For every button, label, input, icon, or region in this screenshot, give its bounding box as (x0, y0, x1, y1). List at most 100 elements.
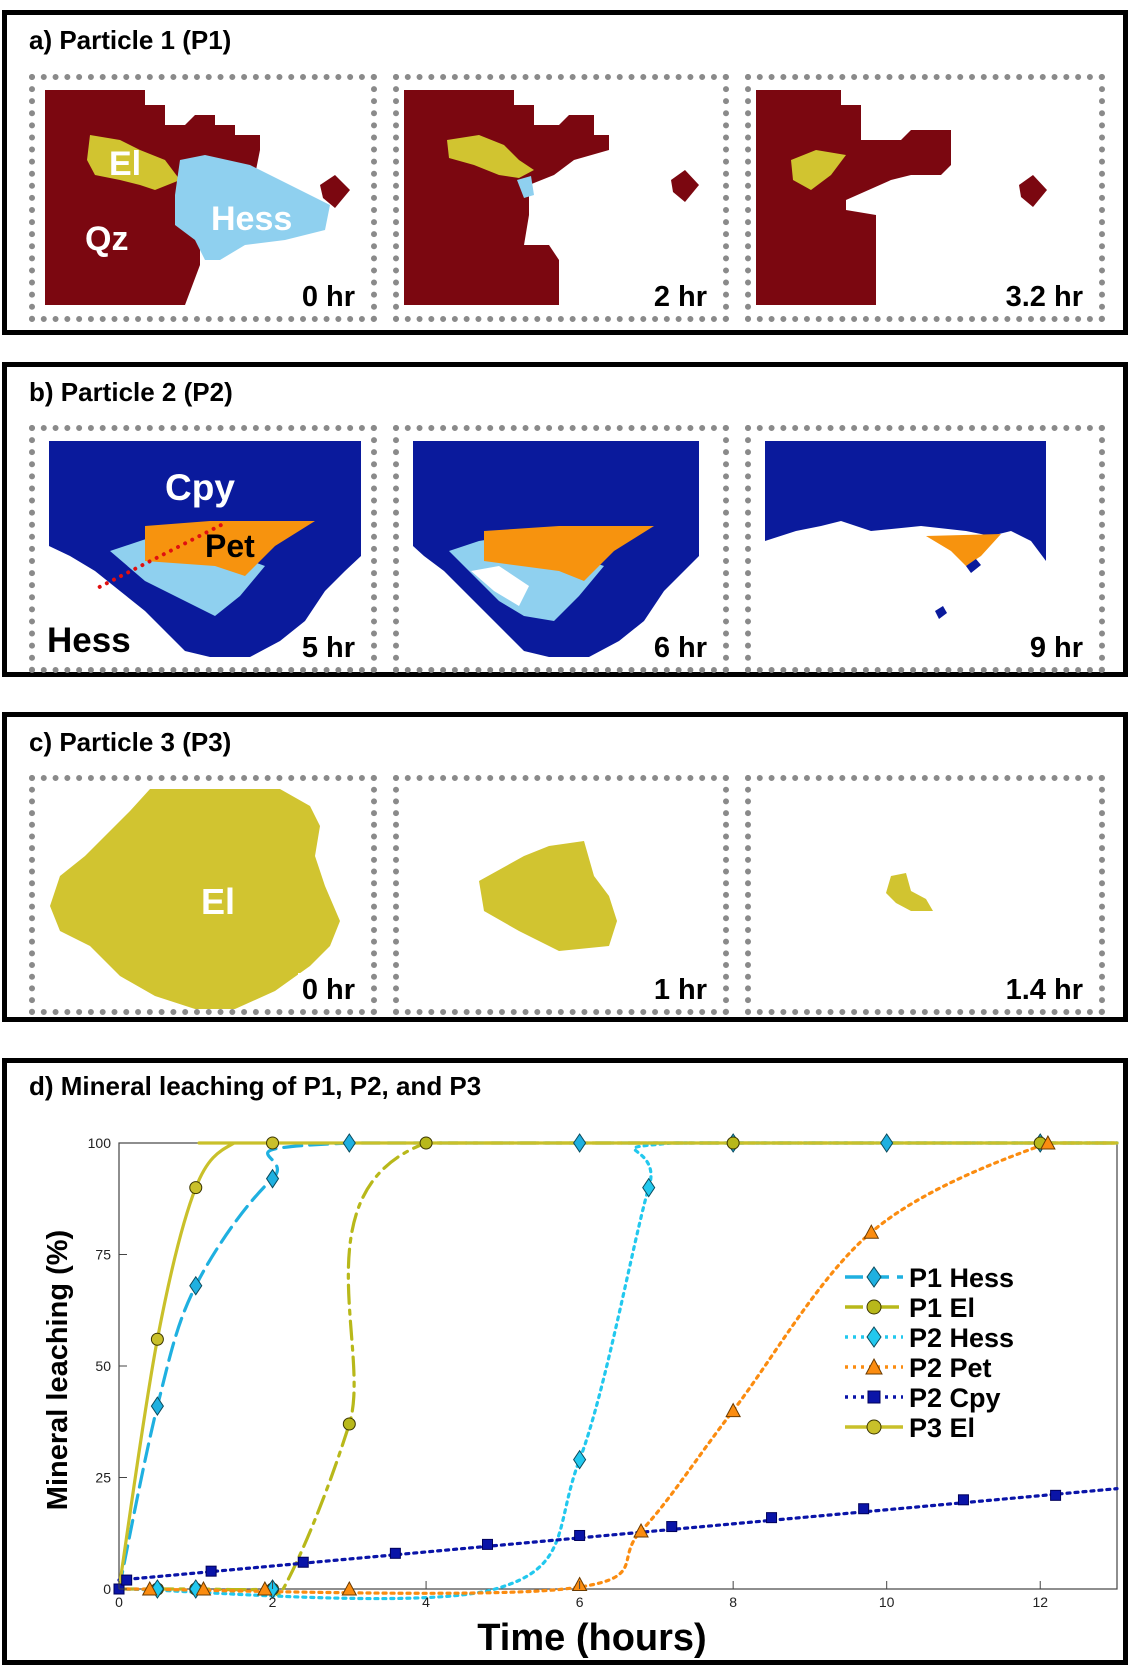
data-point-p2-hess (642, 1177, 656, 1198)
leaching-chart: 0 25 50 75 100 0 2 4 6 8 10 12 Time (hours) Mineral… (42, 1133, 1119, 1659)
data-point-p2-pet (341, 1580, 358, 1596)
time-label: 5 hr (297, 631, 359, 665)
data-point-p1-el (342, 1417, 356, 1431)
data-point-p2-hess (573, 1449, 587, 1470)
axis-ticks: 0 25 50 75 100 0 2 4 6 8 10 12 (88, 1135, 1049, 1610)
data-point-p1-hess (189, 1275, 203, 1296)
data-point-p2-pet (257, 1580, 273, 1596)
data-point-p2-cpy (205, 1565, 217, 1577)
y-tick-label: 75 (95, 1247, 111, 1263)
p2-image-9hr (765, 441, 1046, 619)
label-qz: Qz (85, 220, 129, 258)
series-markers (113, 1133, 1062, 1599)
p3-image-0hr (50, 789, 340, 1009)
legend-marker (866, 1299, 882, 1315)
data-point-p2-pet (725, 1402, 741, 1418)
data-point-p3-el (189, 1181, 203, 1195)
p2-image-5hr (49, 441, 361, 657)
data-point-p1-hess (880, 1133, 894, 1153)
p2-frame-5hr: Cpy Pet Hess 5 hr (29, 425, 377, 673)
data-point-p2-pet (195, 1580, 212, 1596)
time-label: 6 hr (649, 631, 711, 665)
y-axis-label: Mineral leaching (%) (42, 1230, 74, 1510)
data-point-p2-cpy (957, 1494, 969, 1506)
cpy-region (765, 441, 1046, 561)
panel-b-title: b) Particle 2 (P2) (29, 377, 233, 407)
time-label: 2 hr (649, 280, 711, 314)
pet-region (145, 521, 315, 576)
data-point-p2-cpy (858, 1503, 870, 1515)
x-tick-label: 0 (115, 1594, 123, 1610)
legend-marker (867, 1390, 881, 1404)
p1-image-0hr (45, 90, 350, 305)
p2-image-6hr (413, 441, 699, 657)
panel-a: a) Particle 1 (P1) El Qz Hess 0 hr 2 hr … (2, 10, 1128, 335)
data-point-p2-pet (1040, 1134, 1056, 1150)
qz-region (320, 175, 350, 208)
time-label: 0 hr (297, 280, 359, 314)
time-label: 0 hr (297, 973, 359, 1007)
data-point-p1-el (726, 1136, 740, 1150)
label-cpy: Cpy (165, 467, 235, 508)
y-tick-label: 0 (103, 1581, 111, 1597)
p3-frame-1-4hr: 1.4 hr (745, 775, 1105, 1015)
legend-label: P1 El (909, 1293, 975, 1323)
legend-label: P3 El (909, 1413, 975, 1443)
hess-region (175, 155, 330, 260)
x-tick-label: 12 (1032, 1594, 1048, 1610)
data-point-p1-el (419, 1136, 433, 1150)
panel-c-title: c) Particle 3 (P3) (29, 727, 232, 757)
legend-label: P2 Hess (909, 1323, 1014, 1353)
legend-marker (866, 1326, 882, 1348)
legend-label: P2 Pet (909, 1353, 992, 1383)
series-line-p2-pet (117, 1141, 1119, 1595)
y-tick-label: 100 (88, 1135, 112, 1151)
qz-region (756, 90, 951, 305)
data-point-p2-cpy (766, 1512, 778, 1524)
x-tick-label: 6 (576, 1594, 584, 1610)
p3-image-1hr (479, 841, 617, 951)
label-el-p1: El (109, 145, 142, 183)
series-line-p3-el (117, 1141, 1119, 1591)
el-region (50, 789, 340, 1009)
p1-image-3-2hr (756, 90, 1047, 305)
time-label: 1.4 hr (1001, 973, 1087, 1007)
data-point-p3-el (150, 1332, 164, 1346)
x-tick-label: 2 (269, 1594, 277, 1610)
x-axis-label: Time (hours) (477, 1617, 706, 1659)
panel-d-title: d) Mineral leaching of P1, P2, and P3 (29, 1071, 482, 1101)
data-point-p2-cpy (121, 1574, 133, 1586)
qz-region (1019, 175, 1047, 207)
p1-frame-3-2hr: 3.2 hr (745, 74, 1105, 322)
y-tick-label: 25 (95, 1470, 111, 1486)
pet-region (926, 534, 1001, 566)
el-region (886, 873, 933, 911)
x-tick-label: 4 (422, 1594, 430, 1610)
p3-image-1-4hr (886, 873, 933, 911)
data-point-p2-cpy (297, 1556, 309, 1568)
y-tick-label: 50 (95, 1358, 111, 1374)
panel-b: b) Particle 2 (P2) Cpy Pet Hess 5 hr 6 h… (2, 362, 1128, 677)
panel-a-title: a) Particle 1 (P1) (29, 25, 232, 55)
data-point-p2-pet (633, 1522, 649, 1538)
hess-region (517, 176, 534, 198)
data-point-p2-pet (141, 1580, 158, 1596)
data-point-p2-cpy (389, 1547, 401, 1559)
data-point-p2-cpy (666, 1521, 678, 1533)
cpy-region (966, 559, 981, 573)
el-region (479, 841, 617, 951)
legend-marker (865, 1357, 883, 1375)
panel-c: c) Particle 3 (P3) El 0 hr 1 hr 1.4 hr (2, 712, 1128, 1022)
legend-marker (866, 1266, 882, 1288)
p2-frame-6hr: 6 hr (393, 425, 729, 673)
data-point-p1-hess (150, 1396, 164, 1417)
time-label: 1 hr (649, 973, 711, 1007)
el-region (791, 150, 846, 190)
legend-marker (866, 1419, 882, 1435)
label-pet: Pet (205, 528, 255, 564)
series-line-p2-cpy (117, 1487, 1119, 1582)
data-point-p1-hess (342, 1133, 356, 1153)
label-el-p3: El (201, 881, 236, 922)
time-label: 3.2 hr (1001, 280, 1087, 314)
